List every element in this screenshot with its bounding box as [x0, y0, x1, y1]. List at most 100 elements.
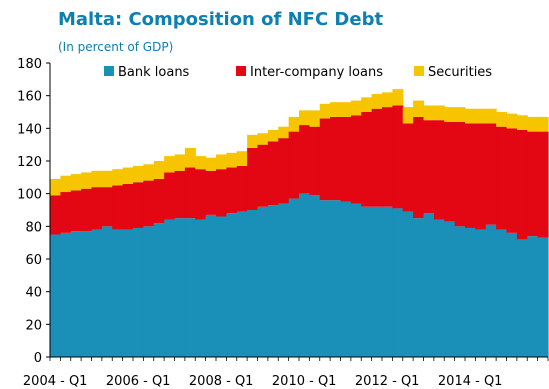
bar-bank-loans-21 [267, 205, 279, 357]
bar-securities-34 [402, 107, 414, 124]
bar-bank-loans-26 [319, 200, 331, 357]
bar-bank-loans-35 [413, 218, 425, 357]
bar-bank-loans-1 [60, 232, 72, 357]
bar-securities-41 [475, 108, 487, 124]
bar-bank-loans-36 [423, 213, 435, 357]
bar-bank-loans-20 [257, 206, 269, 357]
bar-securities-26 [319, 103, 331, 119]
y-tick-label-100: 100 [17, 188, 42, 203]
bar-securities-31 [371, 94, 383, 109]
bar-inter-company-loans-34 [402, 123, 414, 212]
bar-bank-loans-10 [153, 223, 165, 357]
bar-securities-13 [184, 147, 196, 168]
bar-inter-company-loans-24 [299, 125, 310, 194]
bar-bank-loans-46 [527, 236, 539, 357]
bar-securities-7 [122, 167, 134, 184]
bar-inter-company-loans-0 [50, 195, 61, 235]
bar-securities-14 [195, 156, 207, 170]
bar-inter-company-loans-43 [496, 126, 508, 230]
bar-inter-company-loans-8 [133, 182, 144, 228]
bar-securities-39 [454, 107, 466, 122]
y-tick-label-120: 120 [17, 155, 42, 170]
bar-inter-company-loans-4 [91, 187, 103, 230]
bar-bank-loans-8 [133, 227, 144, 357]
bar-inter-company-loans-23 [288, 131, 300, 199]
legend-swatch-securities [414, 66, 424, 76]
bar-securities-23 [288, 116, 300, 132]
bar-securities-17 [226, 152, 238, 168]
bar-inter-company-loans-1 [60, 192, 72, 233]
bar-securities-46 [527, 116, 539, 132]
bar-inter-company-loans-29 [350, 115, 362, 204]
bar-bank-loans-33 [392, 208, 404, 357]
y-tick-label-40: 40 [25, 286, 42, 301]
bar-securities-42 [485, 108, 497, 124]
bar-inter-company-loans-27 [330, 116, 342, 201]
bar-inter-company-loans-5 [101, 187, 113, 227]
bar-inter-company-loans-36 [423, 120, 435, 214]
bar-securities-22 [278, 126, 290, 139]
bar-inter-company-loans-45 [516, 129, 528, 240]
bar-bank-loans-14 [195, 219, 207, 357]
bar-securities-19 [247, 134, 259, 148]
bar-securities-38 [444, 107, 456, 122]
x-tick-label-0: 2004 - Q1 [23, 374, 88, 389]
bar-inter-company-loans-9 [143, 180, 155, 227]
bar-bank-loans-42 [485, 224, 497, 357]
bar-bank-loans-7 [122, 229, 134, 357]
bar-inter-company-loans-19 [247, 147, 259, 210]
bar-inter-company-loans-11 [164, 172, 176, 220]
bars-group [50, 89, 549, 357]
bar-bank-loans-27 [330, 200, 342, 357]
bar-bank-loans-44 [506, 232, 518, 357]
bar-inter-company-loans-14 [195, 169, 207, 220]
bar-bank-loans-18 [236, 211, 248, 357]
bar-inter-company-loans-47 [537, 131, 549, 238]
x-tick-label-4: 2012 - Q1 [355, 374, 420, 389]
bar-securities-30 [361, 97, 373, 112]
bar-securities-1 [60, 175, 72, 193]
bar-securities-15 [205, 157, 217, 171]
bar-inter-company-loans-16 [216, 169, 227, 217]
chart-title: Malta: Composition of NFC Debt [58, 9, 384, 30]
bar-inter-company-loans-28 [340, 116, 352, 202]
bar-inter-company-loans-25 [309, 126, 321, 196]
bar-inter-company-loans-42 [485, 123, 497, 225]
bar-securities-3 [81, 172, 93, 189]
bar-securities-4 [91, 170, 103, 188]
y-tick-label-0: 0 [34, 351, 42, 366]
bar-securities-21 [267, 129, 279, 142]
bar-securities-9 [143, 164, 155, 181]
bar-bank-loans-25 [309, 195, 321, 357]
bar-bank-loans-37 [433, 219, 445, 357]
bar-inter-company-loans-44 [506, 128, 518, 233]
x-tick-label-2: 2008 - Q1 [189, 374, 254, 389]
bar-securities-44 [506, 113, 518, 129]
bar-securities-29 [350, 100, 362, 116]
bar-inter-company-loans-7 [122, 183, 134, 230]
bar-securities-16 [216, 154, 227, 170]
bar-securities-47 [537, 116, 549, 132]
bar-securities-28 [340, 102, 352, 117]
legend-label-securities: Securities [428, 65, 492, 80]
bar-securities-20 [257, 133, 269, 145]
legend: Bank loans Inter-company loans Securities [104, 65, 492, 80]
bar-securities-12 [174, 154, 186, 171]
bar-securities-10 [153, 161, 165, 179]
bar-bank-loans-11 [164, 219, 176, 357]
bar-bank-loans-41 [475, 229, 487, 357]
bar-securities-36 [423, 105, 435, 121]
bar-inter-company-loans-20 [257, 144, 269, 207]
axes-group: 0 20 40 60 80 100 120 140 160 180 2004 - Q1 2006 - … [17, 57, 549, 389]
bar-securities-2 [70, 174, 82, 191]
chart-subtitle: (In percent of GDP) [58, 40, 174, 54]
bar-bank-loans-2 [70, 231, 82, 357]
bar-inter-company-loans-18 [236, 165, 248, 212]
bar-inter-company-loans-31 [371, 108, 383, 207]
bar-inter-company-loans-30 [361, 112, 373, 207]
bar-securities-32 [382, 92, 393, 108]
legend-swatch-bank-loans [104, 66, 114, 76]
bar-inter-company-loans-37 [433, 120, 445, 220]
bar-bank-loans-31 [371, 206, 383, 357]
